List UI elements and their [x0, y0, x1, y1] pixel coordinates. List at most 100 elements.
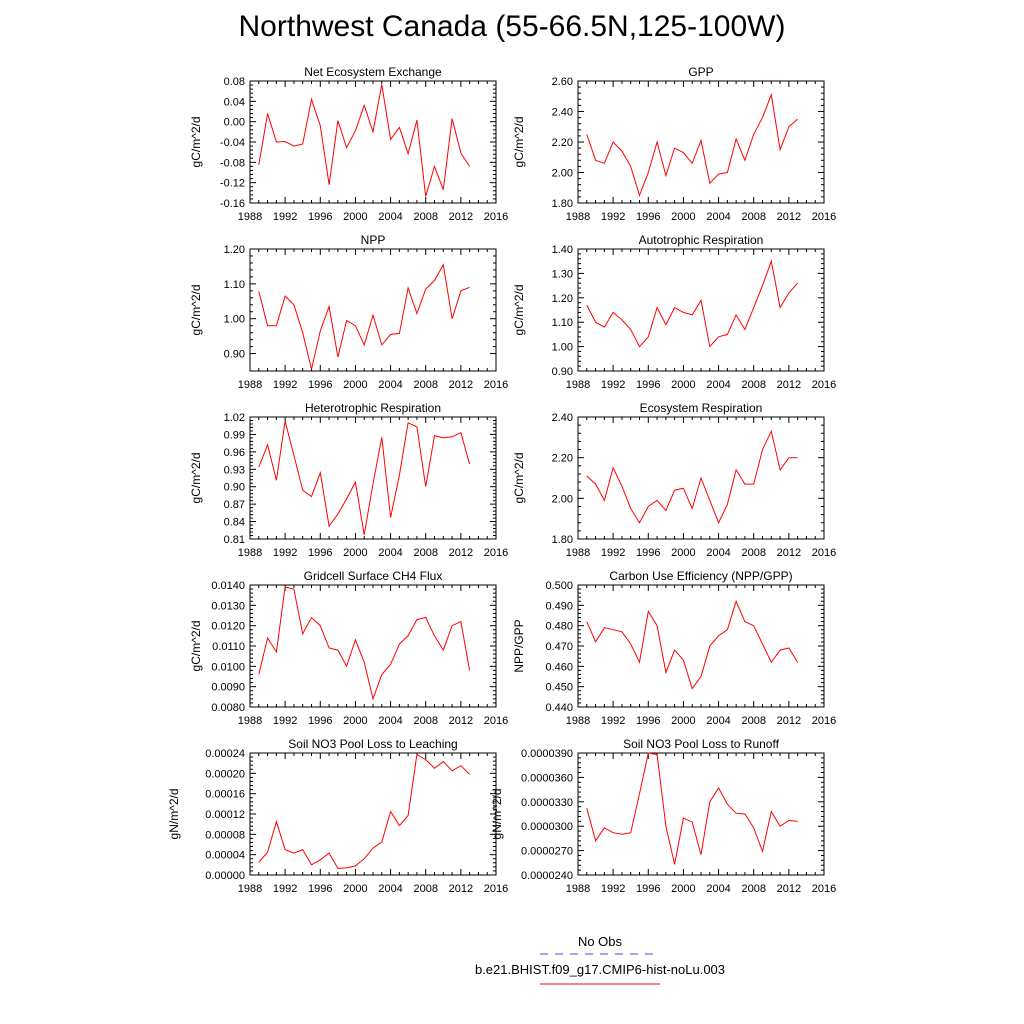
- series-line: [258, 263, 470, 370]
- y-tick-label: -0.04: [220, 137, 245, 149]
- x-tick-label: 1996: [636, 211, 660, 223]
- x-tick-label: 2000: [343, 547, 367, 559]
- x-tick-label: 2012: [449, 379, 473, 391]
- x-tick-label: 2012: [449, 547, 473, 559]
- x-tick-label: 2004: [378, 547, 402, 559]
- x-tick-label: 1992: [601, 211, 625, 223]
- x-tick-label: 1988: [566, 883, 590, 895]
- x-tick-label: 1996: [636, 547, 660, 559]
- chart-title: Heterotrophic Respiration: [305, 401, 441, 415]
- y-tick-label: 1.10: [224, 279, 245, 291]
- x-tick-label: 1988: [238, 883, 262, 895]
- x-tick-label: 2012: [777, 883, 801, 895]
- x-tick-label: 2008: [413, 883, 437, 895]
- x-tick-label: 2008: [741, 379, 765, 391]
- y-tick-label: 0.00020: [205, 768, 245, 780]
- y-tick-label: 0.0000330: [521, 797, 573, 809]
- chart-title: Ecosystem Respiration: [640, 401, 763, 415]
- y-tick-label: 2.40: [552, 412, 573, 424]
- y-tick-label: 0.00: [224, 117, 245, 129]
- y-tick-label: 0.04: [224, 96, 245, 108]
- x-tick-label: 2004: [706, 883, 730, 895]
- x-tick-label: 2008: [413, 379, 437, 391]
- y-tick-label: 0.0130: [211, 600, 245, 612]
- x-tick-label: 2016: [812, 547, 836, 559]
- y-tick-label: 0.0000270: [521, 846, 573, 858]
- x-tick-label: 2008: [413, 547, 437, 559]
- y-tick-label: 0.08: [224, 76, 245, 88]
- y-axis-label: gC/m^2/d: [189, 285, 203, 336]
- x-tick-label: 2004: [706, 715, 730, 727]
- y-tick-label: 0.490: [545, 600, 573, 612]
- x-tick-label: 1992: [601, 715, 625, 727]
- x-tick-label: 2016: [812, 883, 836, 895]
- x-tick-label: 2008: [413, 715, 437, 727]
- x-tick-label: 2000: [343, 715, 367, 727]
- y-axis-label: gC/m^2/d: [189, 621, 203, 672]
- y-tick-label: 0.450: [545, 682, 573, 694]
- y-tick-label: 0.00012: [205, 809, 245, 821]
- y-tick-label: 1.30: [552, 268, 573, 280]
- x-tick-label: 2008: [741, 883, 765, 895]
- x-tick-label: 1996: [308, 715, 332, 727]
- x-tick-label: 2016: [484, 379, 508, 391]
- series-line: [258, 420, 471, 535]
- y-tick-label: 0.87: [224, 499, 245, 511]
- y-tick-label: 0.0000300: [521, 821, 573, 833]
- y-tick-label: 0.00004: [205, 850, 245, 862]
- y-tick-label: 0.0000240: [521, 870, 573, 882]
- series-line: [258, 84, 471, 197]
- chart-title: GPP: [688, 65, 713, 79]
- chart-title: NPP: [361, 233, 386, 247]
- x-tick-label: 2008: [413, 211, 437, 223]
- x-tick-label: 1992: [273, 715, 297, 727]
- plot-frame: [249, 752, 497, 876]
- y-tick-label: 0.84: [224, 517, 245, 529]
- x-tick-label: 2016: [484, 547, 508, 559]
- series-line: [258, 586, 471, 701]
- y-axis-label: gC/m^2/d: [512, 453, 526, 504]
- y-tick-label: 1.00: [224, 314, 245, 326]
- y-tick-label: 1.20: [552, 293, 573, 305]
- y-axis-label: gC/m^2/d: [512, 285, 526, 336]
- y-tick-label: 2.00: [552, 493, 573, 505]
- x-tick-label: 2004: [706, 547, 730, 559]
- x-tick-label: 2008: [741, 211, 765, 223]
- x-tick-label: 2004: [378, 715, 402, 727]
- x-tick-label: 2004: [706, 379, 730, 391]
- x-tick-label: 2004: [378, 211, 402, 223]
- y-tick-label: 0.0090: [211, 682, 245, 694]
- x-tick-label: 2016: [484, 715, 508, 727]
- y-tick-label: 0.96: [224, 447, 245, 459]
- chart-title: Soil NO3 Pool Loss to Leaching: [288, 737, 457, 751]
- y-tick-label: 0.0080: [211, 702, 245, 714]
- series-line: [586, 752, 798, 865]
- series-line: [586, 259, 798, 348]
- x-tick-label: 2012: [449, 211, 473, 223]
- x-tick-label: 2004: [706, 211, 730, 223]
- y-tick-label: 0.99: [224, 429, 245, 441]
- chart-title: Autotrophic Respiration: [639, 233, 764, 247]
- x-tick-label: 2012: [777, 379, 801, 391]
- chart-title: Gridcell Surface CH4 Flux: [304, 569, 443, 583]
- y-tick-label: 0.81: [224, 534, 245, 546]
- x-tick-label: 1996: [308, 379, 332, 391]
- x-tick-label: 2004: [378, 379, 402, 391]
- x-tick-label: 1992: [601, 883, 625, 895]
- y-tick-label: 0.90: [552, 366, 573, 378]
- plot-frame: [577, 752, 825, 876]
- x-tick-label: 1996: [308, 883, 332, 895]
- y-tick-label: 0.470: [545, 641, 573, 653]
- plot-frame: [249, 416, 497, 540]
- x-tick-label: 1992: [273, 211, 297, 223]
- y-tick-label: 0.00024: [205, 748, 245, 760]
- x-tick-label: 2000: [343, 379, 367, 391]
- series-line: [586, 429, 798, 524]
- x-tick-label: 1988: [238, 715, 262, 727]
- x-tick-label: 1988: [238, 547, 262, 559]
- y-tick-label: 2.00: [552, 168, 573, 180]
- y-tick-label: 0.93: [224, 464, 245, 476]
- chart-title: Soil NO3 Pool Loss to Runoff: [623, 737, 780, 751]
- y-tick-label: 0.0140: [211, 580, 245, 592]
